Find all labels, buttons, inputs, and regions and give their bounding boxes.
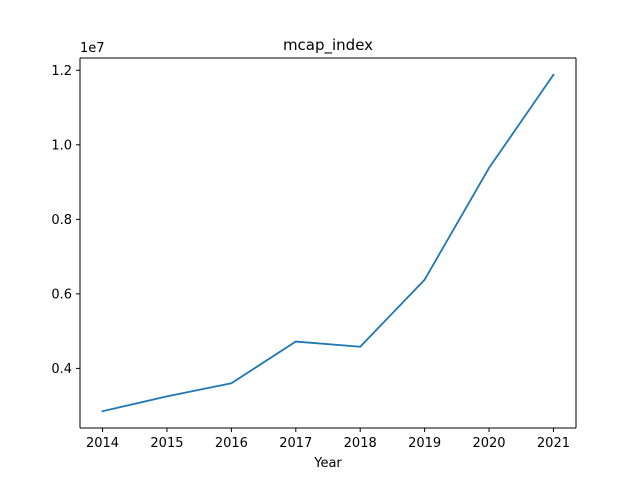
data-point	[101, 410, 104, 413]
y-axis: 0.4 0.6 0.8 1.0 1.2	[51, 64, 80, 377]
y-tick-label: 1.0	[51, 138, 72, 153]
y-tick-label: 0.6	[51, 287, 72, 302]
series-layer	[101, 73, 555, 413]
data-point	[230, 382, 233, 385]
x-tick-label: 2016	[215, 436, 248, 451]
data-point	[423, 278, 426, 281]
x-tick-label: 2014	[86, 436, 119, 451]
y-axis-offset-label: 1e7	[80, 41, 105, 56]
x-tick-label: 2015	[150, 436, 183, 451]
x-tick-label: 2020	[472, 436, 505, 451]
data-point	[488, 167, 490, 169]
x-tick-label: 2018	[344, 436, 377, 451]
y-tick-label: 0.4	[51, 362, 72, 377]
x-tick-label: 2021	[537, 436, 570, 451]
x-tick-label: 2017	[279, 436, 312, 451]
series-line	[101, 73, 555, 413]
y-tick-label: 1.2	[51, 64, 72, 79]
x-tick-label: 2019	[408, 436, 441, 451]
y-tick-label: 0.8	[51, 213, 72, 228]
data-point	[359, 345, 362, 348]
plot-area	[80, 58, 576, 428]
data-point	[294, 340, 297, 343]
x-axis: 2014 2015 2016 2017 2018 2019 2020 2021	[86, 428, 570, 451]
axes-frame	[79, 57, 577, 429]
x-axis-title: Year	[313, 456, 342, 471]
data-point	[552, 73, 555, 76]
chart-title: mcap_index	[283, 36, 373, 55]
data-point	[166, 395, 168, 398]
